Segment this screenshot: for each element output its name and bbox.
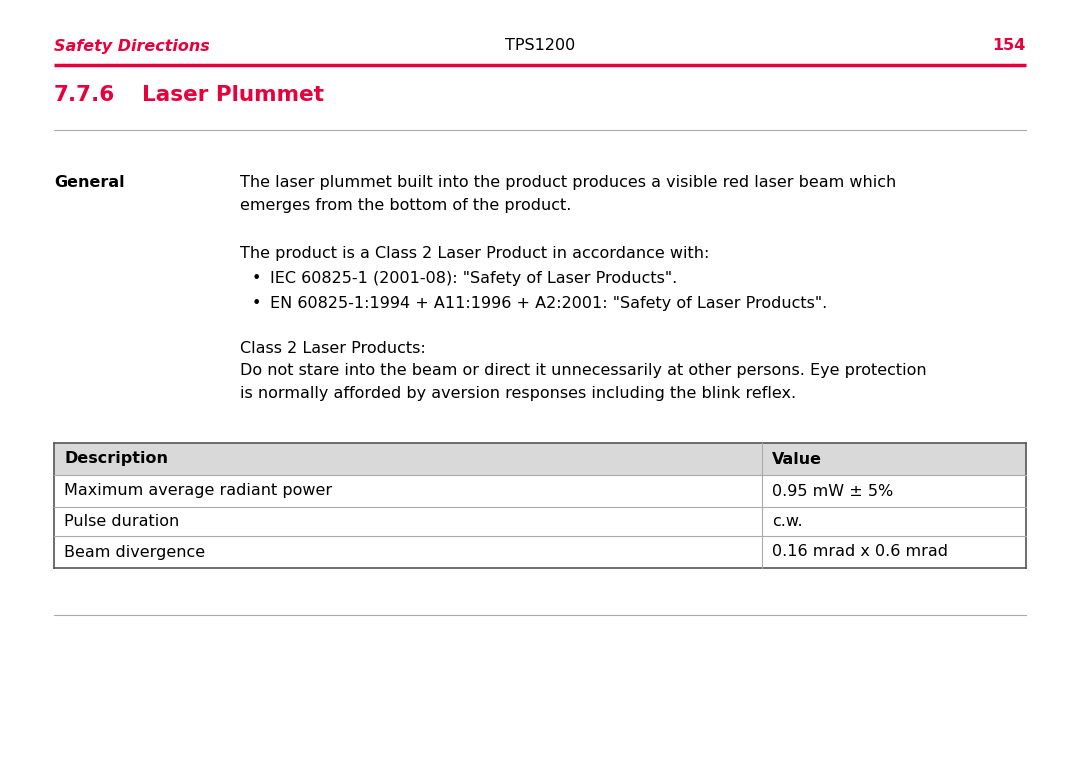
Text: EN 60825-1:1994 + A11:1996 + A2:2001: "Safety of Laser Products".: EN 60825-1:1994 + A11:1996 + A2:2001: "S…	[270, 296, 827, 311]
Text: •: •	[252, 271, 261, 286]
Text: Safety Directions: Safety Directions	[54, 38, 210, 54]
Text: •: •	[252, 296, 261, 311]
Text: Maximum average radiant power: Maximum average radiant power	[64, 483, 333, 499]
Text: TPS1200: TPS1200	[504, 38, 576, 54]
Text: 0.95 mW ± 5%: 0.95 mW ± 5%	[772, 483, 893, 499]
Bar	[54, 536, 1026, 568]
Text: Description: Description	[64, 451, 168, 466]
Text: Beam divergence: Beam divergence	[64, 545, 205, 559]
Bar	[54, 475, 1026, 507]
Text: IEC 60825-1 (2001-08): "Safety of Laser Products".: IEC 60825-1 (2001-08): "Safety of Laser …	[270, 271, 677, 286]
Text: 154: 154	[993, 38, 1026, 54]
Bar	[54, 507, 1026, 536]
Text: General: General	[54, 175, 124, 190]
Text: Pulse duration: Pulse duration	[64, 514, 179, 529]
Text: Do not stare into the beam or direct it unnecessarily at other persons. Eye prot: Do not stare into the beam or direct it …	[240, 363, 927, 378]
Text: Laser Plummet: Laser Plummet	[141, 85, 324, 105]
Text: 7.7.6: 7.7.6	[54, 85, 116, 105]
Bar	[54, 443, 1026, 475]
Text: emerges from the bottom of the product.: emerges from the bottom of the product.	[240, 198, 571, 213]
Text: Class 2 Laser Products:: Class 2 Laser Products:	[240, 341, 426, 356]
Text: Value: Value	[772, 451, 822, 466]
Text: The product is a Class 2 Laser Product in accordance with:: The product is a Class 2 Laser Product i…	[240, 246, 710, 261]
Text: The laser plummet built into the product produces a visible red laser beam which: The laser plummet built into the product…	[240, 175, 896, 190]
Text: 0.16 mrad x 0.6 mrad: 0.16 mrad x 0.6 mrad	[772, 545, 948, 559]
Text: c.w.: c.w.	[772, 514, 802, 529]
Text: is normally afforded by aversion responses including the blink reflex.: is normally afforded by aversion respons…	[240, 386, 796, 401]
